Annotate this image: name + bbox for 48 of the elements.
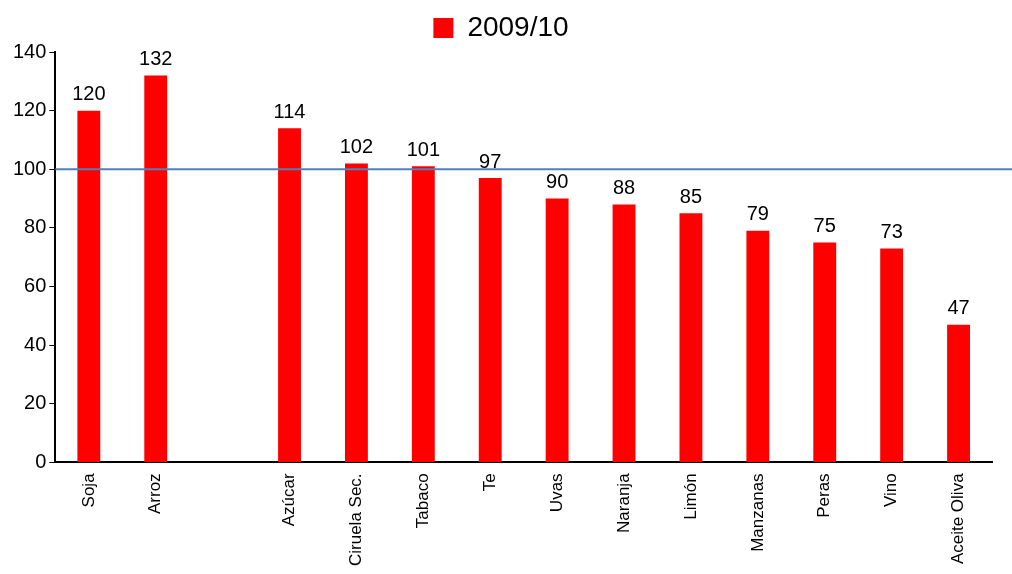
y-tick-label: 120 (12, 98, 47, 121)
y-tick-label: 60 (24, 274, 47, 297)
y-tick-label: 80 (24, 215, 47, 238)
x-tick-label: Uvas (546, 473, 566, 513)
y-tick-label: 40 (24, 332, 47, 355)
x-tick-label: Manzanas (747, 473, 767, 552)
x-tick-label: Soja (78, 472, 98, 508)
x-tick-label: Vino (881, 473, 901, 508)
x-tick-label: Naranja (613, 472, 633, 533)
x-tick-label: Peras (814, 473, 834, 518)
legend-label: 2009/10 (467, 10, 569, 42)
bar (947, 324, 970, 462)
data-label: 75 (813, 214, 836, 237)
bar (144, 75, 168, 462)
x-tick-label: Azúcar (279, 473, 299, 527)
data-label: 97 (479, 149, 502, 172)
data-label: 85 (679, 184, 703, 207)
bar (478, 178, 502, 462)
bar (679, 213, 703, 462)
bar (612, 204, 636, 462)
data-label: 101 (406, 137, 441, 160)
x-tick-label: Te (479, 473, 499, 492)
data-label: 79 (746, 202, 769, 225)
bar (545, 198, 569, 462)
bar (77, 110, 101, 462)
x-tick-label: Limón (680, 473, 700, 520)
data-label: 132 (139, 46, 173, 69)
bar (278, 128, 301, 462)
data-label: 88 (612, 175, 636, 198)
data-label: 120 (72, 82, 106, 105)
data-label: 102 (339, 134, 374, 157)
data-label: 90 (546, 170, 569, 193)
x-tick-label: Ciruela Sec. (346, 473, 366, 567)
y-tick-label: 100 (12, 156, 47, 179)
x-tick-label: Tabaco (413, 473, 433, 529)
bar (411, 166, 435, 462)
x-tick-label: Aceite Oliva (948, 472, 968, 565)
data-label: 114 (273, 99, 306, 122)
y-tick-label: 0 (35, 449, 47, 472)
bar (880, 248, 904, 462)
data-label: 73 (880, 219, 903, 242)
y-tick-label: 140 (12, 39, 47, 62)
bar (813, 242, 837, 462)
x-tick-label: Arroz (145, 473, 165, 515)
y-tick-label: 20 (24, 391, 47, 414)
data-label: 47 (947, 296, 970, 319)
bar (344, 163, 368, 462)
bar (746, 230, 770, 462)
